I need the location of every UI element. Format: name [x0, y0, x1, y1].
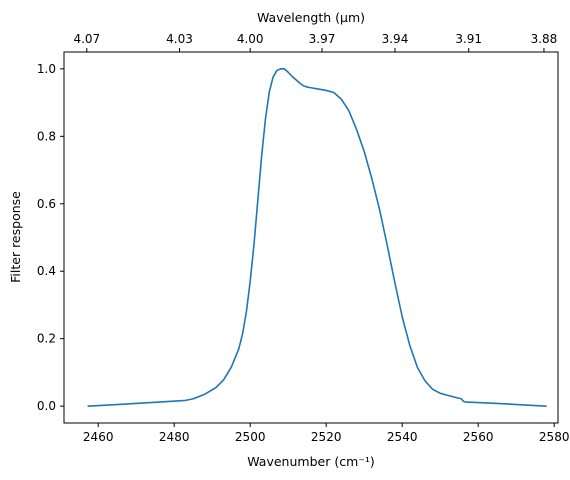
x-tick-label: 2540	[387, 430, 418, 444]
plot-background	[64, 52, 558, 423]
y-tick-label: 0.6	[37, 197, 56, 211]
plot-frame	[63, 51, 559, 424]
x-axis-title: Wavenumber (cm⁻¹)	[247, 454, 374, 469]
y-tick-label: 0.0	[37, 399, 56, 413]
x2-tick-label: 3.91	[455, 32, 482, 46]
y-axis-title: Filter response	[8, 191, 23, 283]
y-tick-label: 0.2	[37, 332, 56, 346]
x2-tick-label: 4.07	[73, 32, 100, 46]
x-tick-label: 2460	[83, 430, 114, 444]
top-axis: 4.07 4.03 4.00 3.97 3.94 3.91 3.88	[73, 32, 557, 52]
filter-response-line	[87, 68, 547, 407]
x-tick-label: 2560	[463, 430, 494, 444]
y-tick-label: 0.4	[37, 264, 56, 278]
series-layer	[87, 68, 547, 407]
y-tick-label: 0.8	[37, 129, 56, 143]
bottom-axis: 2460 2480 2500 2520 2540 2560 2580	[83, 423, 570, 444]
x2-tick-label: 4.03	[166, 32, 193, 46]
x2-tick-label: 3.97	[309, 32, 336, 46]
x2-tick-label: 4.00	[237, 32, 264, 46]
x-tick-label: 2500	[235, 430, 266, 444]
x2-tick-label: 3.94	[382, 32, 409, 46]
x2-axis-title: Wavelength (μm)	[257, 10, 365, 25]
x2-tick-label: 3.88	[531, 32, 558, 46]
x-tick-label: 2580	[539, 430, 570, 444]
y-tick-label: 1.0	[37, 62, 56, 76]
x-tick-label: 2520	[311, 430, 342, 444]
x-tick-label: 2480	[159, 430, 190, 444]
left-axis: 0.0 0.2 0.4 0.6 0.8 1.0	[37, 62, 64, 413]
